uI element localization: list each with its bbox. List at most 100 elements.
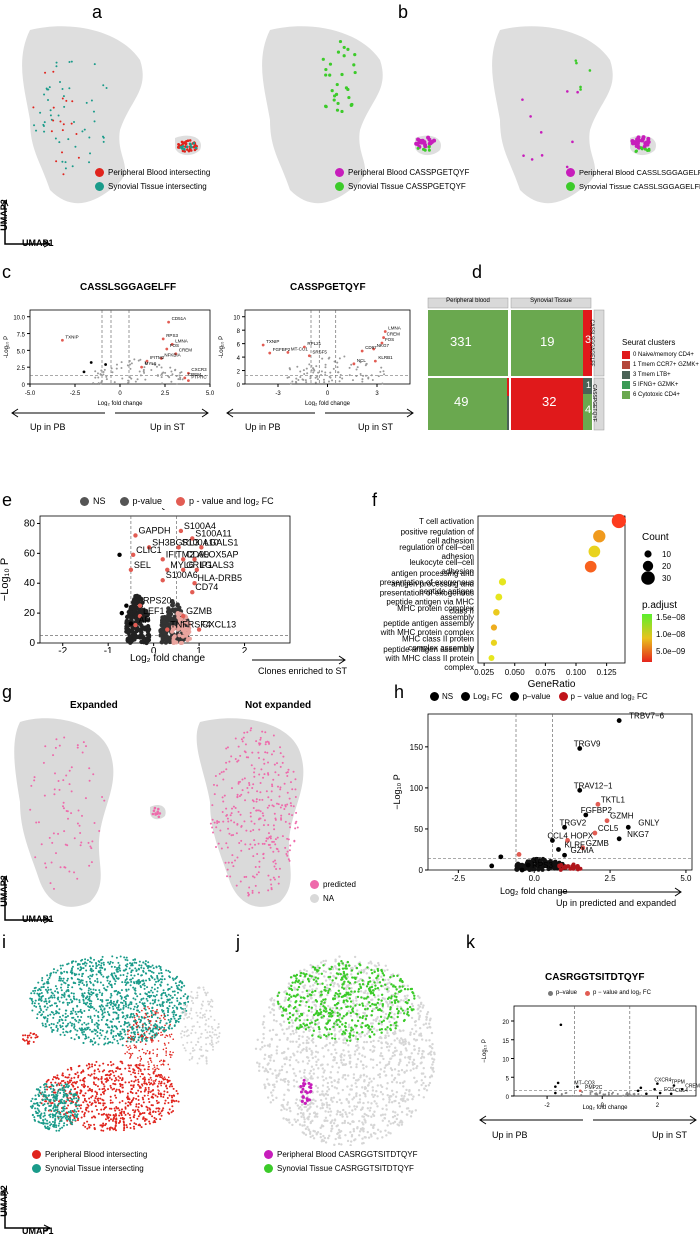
umap-point-na — [325, 1103, 329, 1107]
umap-point-st — [175, 984, 178, 987]
umap-point-st — [65, 998, 68, 1001]
umap-point-st — [36, 989, 39, 992]
umap-point-st — [106, 985, 109, 988]
umap-point-st — [41, 1091, 44, 1094]
umap-point-st — [41, 1099, 44, 1102]
umap-point-pb — [147, 1086, 150, 1089]
umap-point-st — [66, 979, 69, 982]
umap-point-na — [316, 1090, 319, 1093]
volcano-point — [534, 862, 539, 867]
umap-point-st — [63, 105, 66, 108]
umap-point-st — [66, 1031, 69, 1034]
gene-label: TNFRSF4 — [170, 620, 211, 630]
volcano-point — [312, 371, 315, 374]
umap-point-pb — [168, 1079, 171, 1082]
umap-point-predicted — [239, 880, 242, 883]
d-legend: 0 Naive/memory CD4+ 1 Tmem CCR7+ GZMK+ 3 T… — [622, 350, 699, 400]
umap-point-predicted — [270, 753, 273, 756]
umap-point-pb — [192, 145, 196, 149]
umap-point-st — [46, 1119, 49, 1122]
umap-point-st — [83, 1010, 86, 1013]
umap-point-pb — [133, 1080, 136, 1083]
umap-point-st — [88, 161, 91, 164]
umap-point-st — [117, 1008, 120, 1011]
umap-point-st — [40, 997, 43, 1000]
volcano-point — [304, 379, 307, 382]
h-legend-pvalue: p–value — [510, 692, 551, 701]
umap-point-na — [269, 1101, 272, 1104]
umap-point-predicted — [224, 861, 227, 864]
umap-point-st — [144, 992, 147, 995]
umap-axes-a — [1, 200, 52, 248]
umap-point-predicted — [90, 847, 93, 850]
umap-point-predicted — [79, 844, 82, 847]
umap-point-st — [33, 124, 36, 127]
umap-point-pb — [172, 1038, 175, 1041]
umap-point-st — [119, 969, 122, 972]
umap-point-pb — [171, 1054, 173, 1056]
umap-point-pb — [144, 1012, 147, 1015]
umap-point-predicted — [240, 849, 243, 852]
umap-point-predicted — [280, 817, 283, 820]
umap-point-pb — [61, 151, 64, 154]
umap-point-st — [51, 1120, 54, 1123]
umap-point-predicted — [289, 781, 292, 784]
umap-point-na — [205, 1019, 208, 1022]
umap-point-st — [117, 1003, 120, 1006]
umap-point-na — [278, 1038, 281, 1042]
volcano-point — [310, 369, 313, 372]
umap-point-na — [338, 1030, 341, 1033]
umap-point-pb — [108, 1107, 111, 1110]
gene-label: CXCR3 — [191, 367, 207, 372]
umap-point-predicted — [238, 842, 241, 845]
umap-point-predicted — [285, 852, 288, 855]
volcano-point — [167, 375, 170, 378]
umap-g-xlabel: UMAP1 — [22, 914, 54, 924]
umap-point-st — [162, 989, 165, 992]
umap-point-pb — [136, 1108, 139, 1111]
umap-point-predicted — [70, 766, 73, 769]
umap-point-na — [312, 1137, 316, 1140]
umap-point-pb — [52, 1091, 55, 1094]
umap-point-st — [106, 999, 109, 1002]
umap-point-pb — [162, 1017, 165, 1019]
umap-point-na — [200, 1032, 203, 1035]
umap-point-st — [95, 973, 98, 976]
umap-point-pb — [114, 1109, 117, 1112]
umap-point-na — [411, 1027, 414, 1031]
volcano-point — [170, 370, 173, 373]
enrichment-point — [493, 609, 500, 616]
volcano-point — [322, 378, 325, 381]
umap-point-predicted — [84, 797, 87, 800]
umap-point-pb — [61, 1072, 64, 1075]
umap-point-st — [54, 137, 57, 140]
umap-point-st — [127, 1004, 130, 1007]
umap-point-pb — [124, 1106, 127, 1109]
umap-point-pb — [165, 1084, 168, 1087]
umap-point-st — [100, 994, 103, 997]
umap-point-na — [413, 1032, 416, 1036]
umap-point-pb — [186, 148, 189, 151]
umap-point-st — [44, 1022, 47, 1025]
umap-point-predicted — [40, 843, 43, 846]
umap-point-na — [206, 991, 209, 994]
volcano-point — [356, 366, 359, 369]
gene-label: TRGV9 — [574, 739, 601, 748]
volcano-point — [595, 801, 601, 807]
umap-point-predicted — [222, 770, 225, 773]
umap-point-predicted — [217, 842, 220, 845]
umap-point-pb — [126, 1098, 129, 1101]
umap-point-na — [312, 1072, 316, 1075]
umap-point-pb — [115, 1078, 118, 1081]
volcano-point — [371, 378, 374, 381]
umap-point-st — [125, 1005, 128, 1008]
umap-point-pb — [102, 1113, 105, 1116]
umap-point-na — [420, 1052, 424, 1056]
volcano-point — [134, 612, 139, 618]
umap-point-pb — [154, 1110, 157, 1113]
umap-point-na — [303, 1124, 306, 1127]
umap-point-st — [91, 1040, 94, 1043]
umap-point-na — [315, 987, 318, 990]
umap-point-pb — [104, 1074, 107, 1077]
umap-point-st — [189, 143, 192, 147]
